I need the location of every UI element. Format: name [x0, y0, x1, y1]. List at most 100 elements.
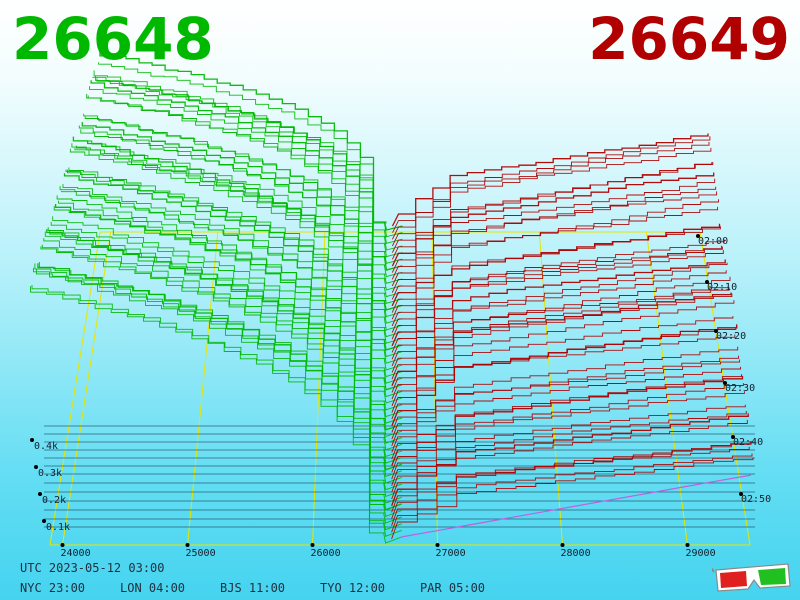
y-tick-label: 0.2k — [42, 495, 66, 506]
bid-depth-curve — [99, 52, 403, 231]
ask-depth-curve — [391, 413, 749, 506]
ask-depth-curve — [391, 292, 732, 387]
time-tick-dot — [696, 234, 700, 238]
ask-depth-curve — [391, 446, 750, 513]
ask-depth-curve — [391, 199, 719, 300]
bid-depth-curve — [43, 238, 402, 484]
bid-depth-curve — [50, 221, 402, 451]
x-tick-label: 27000 — [436, 548, 466, 559]
time-tick-dot — [739, 492, 743, 496]
ask-depth-curve — [391, 239, 725, 340]
ask-depth-curve — [391, 391, 745, 480]
par-time: PAR 05:00 — [420, 581, 486, 595]
time-tick-label: 02:20 — [716, 331, 746, 342]
x-tick-label: 29000 — [686, 548, 716, 559]
bid-depth-curve — [93, 70, 403, 258]
y-tick-label: 0.4k — [34, 441, 58, 452]
y-tick-label: 0.3k — [38, 468, 62, 479]
x-tick-dot — [685, 543, 690, 547]
y-tick-label: 0.1k — [46, 522, 70, 533]
grid-price-line — [312, 231, 326, 546]
ask-price: 26649 — [588, 5, 790, 73]
bid-depth-curve — [69, 148, 403, 364]
time-tick-label: 02:10 — [707, 282, 737, 293]
grid-price-line — [538, 231, 563, 546]
ask-depth-curve — [391, 191, 718, 287]
bid-depth-curve — [90, 80, 403, 271]
ask-depth-curve — [391, 316, 734, 400]
time-tick-dot — [714, 329, 718, 333]
time-tick-label: 02:00 — [698, 236, 728, 247]
ask-depth-curve — [391, 457, 754, 540]
bid-depth-curve — [65, 169, 403, 384]
time-tick-label: 02:40 — [733, 437, 763, 448]
bid-depth-curve — [47, 227, 402, 464]
bid-depth-curve — [75, 145, 403, 338]
ask-depth-curve — [391, 346, 739, 433]
time-tick-dot — [731, 435, 735, 439]
x-tick-dot — [60, 543, 65, 547]
time-tick-label: 02:30 — [725, 383, 755, 394]
ask-depth-curve — [391, 355, 740, 440]
ask-depth-curve — [391, 375, 744, 466]
bid-depth-curve — [81, 122, 403, 311]
bid-depth-curve — [84, 116, 403, 298]
bid-depth-curve — [41, 244, 402, 491]
utc-time: UTC 2023-05-12 03:00 — [20, 561, 165, 575]
bid-depth-curve — [77, 140, 403, 331]
time-tick-dot — [705, 280, 709, 284]
x-tick-label: 28000 — [561, 548, 591, 559]
ask-depth-curve — [391, 374, 742, 460]
lon-time: LON 04:00 — [120, 581, 186, 595]
ask-depth-curve — [391, 300, 735, 406]
y-tick-dot — [42, 519, 46, 523]
x-tick-dot — [185, 543, 190, 547]
bid-depth-curve — [54, 204, 403, 431]
x-tick-dot — [560, 543, 565, 547]
ask-depth-curves — [391, 133, 754, 540]
bid-depth-curve — [37, 263, 402, 511]
ask-depth-curve — [391, 147, 712, 247]
x-tick-dot — [310, 543, 315, 547]
bid-depth-curve — [40, 246, 402, 498]
bid-depth-curve — [72, 136, 403, 351]
3d-glasses-icon[interactable] — [712, 560, 792, 594]
bid-depth-curve — [38, 262, 402, 504]
bid-depth-curves — [30, 52, 403, 544]
bid-depth-curve — [31, 285, 402, 537]
bid-depth-curve — [46, 229, 403, 471]
tyo-time: TYO 12:00 — [320, 581, 386, 595]
bid-depth-curve — [63, 173, 403, 391]
bjs-time: BJS 11:00 — [220, 581, 286, 595]
ask-depth-curve — [391, 324, 738, 427]
bid-depth-curve — [87, 95, 403, 284]
y-tick-dot — [38, 492, 42, 496]
bid-depth-curve — [53, 205, 403, 437]
ask-depth-curve — [391, 441, 752, 526]
x-tick-label: 25000 — [186, 548, 216, 559]
axis-labels: 24000 25000 26000 27000 28000 29000 0.1k 0.2k 0.… — [30, 234, 771, 559]
ask-depth-curve — [391, 411, 747, 493]
bid-depth-curve — [61, 190, 403, 404]
y-tick-dot — [34, 465, 38, 469]
ask-depth-curve — [391, 262, 728, 360]
x-tick-label: 26000 — [311, 548, 341, 559]
ask-depth-curve — [391, 226, 721, 313]
time-tick-dot — [723, 381, 727, 385]
bid-depth-curve — [59, 186, 403, 411]
ask-depth-curve — [391, 259, 726, 347]
bid-price: 26648 — [12, 5, 214, 73]
bid-depth-curve — [62, 184, 403, 398]
grid-price-line — [62, 231, 112, 546]
ask-depth-curve — [391, 366, 742, 453]
bid-depth-curve — [71, 143, 403, 358]
bid-depth-curve — [89, 86, 403, 278]
bid-depth-curve — [30, 286, 402, 544]
nyc-time: NYC 23:00 — [20, 581, 86, 595]
bid-depth-curve — [33, 267, 402, 531]
bid-depth-curve — [86, 94, 403, 291]
bid-depth-curve — [44, 231, 402, 478]
bid-depth-curve — [68, 167, 403, 371]
grid-price-line — [187, 231, 219, 546]
bid-depth-curve — [49, 230, 402, 457]
